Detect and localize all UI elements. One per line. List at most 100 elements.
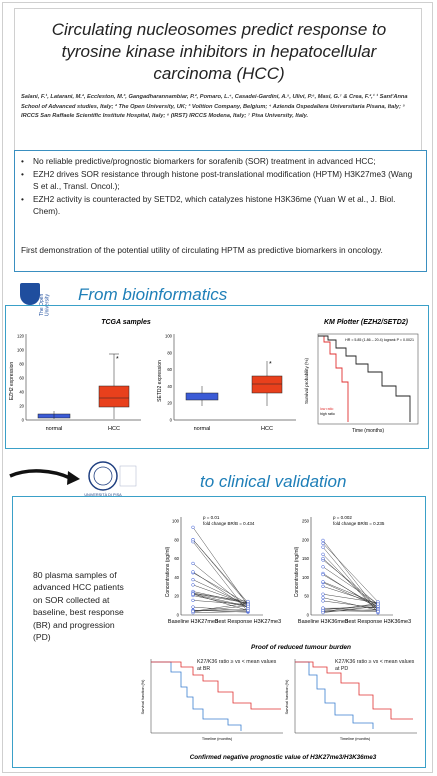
bullet-item: • No reliable predictive/prognostic bioma… xyxy=(21,156,376,166)
y-tick-label: 80 xyxy=(174,537,179,542)
paired-line xyxy=(322,597,379,611)
paired-line xyxy=(322,606,379,613)
y-tick-label: 20 xyxy=(19,404,24,409)
km-legend: K27/K36 ratio ≥ vs < mean values at PD xyxy=(335,659,415,672)
box-normal xyxy=(185,392,219,401)
intro-bullets: • No reliable predictive/prognostic bioma… xyxy=(21,155,419,218)
km-curve-blue xyxy=(151,661,242,731)
paired-line xyxy=(192,611,249,613)
km-curve-blue xyxy=(295,661,374,729)
y-tick-label: 40 xyxy=(19,390,24,395)
transition-graphics: UNIVERSITÀ DI PISA xyxy=(9,461,137,497)
y-tick-label: 20 xyxy=(167,401,172,406)
bullet-text: EZH2 drives SOR resistance through histo… xyxy=(33,169,413,191)
stats-p: p = 0.01 xyxy=(203,515,220,520)
sample-point xyxy=(321,541,325,546)
svg-text:*: * xyxy=(269,361,272,368)
intro-box: • No reliable predictive/prognostic bioma… xyxy=(14,150,427,272)
paired-line xyxy=(192,563,249,609)
section-title-bioinformatics: From bioinformatics xyxy=(78,285,228,304)
km-curve-red xyxy=(295,661,413,720)
y-tick-label: 100 xyxy=(165,334,173,339)
x-label-br: Best Response H3K27me3 xyxy=(215,619,281,625)
sample-point xyxy=(246,608,250,613)
y-tick-label: 0 xyxy=(170,418,173,423)
km-stats: HR = 5.85 (1.86 – 20.4) logrank P = 0.00… xyxy=(345,338,414,342)
sample-point xyxy=(246,604,250,608)
paired-line xyxy=(322,604,379,611)
y-axis-label: SETD2 expression xyxy=(157,360,163,402)
bullet-text: No reliable predictive/prognostic biomar… xyxy=(33,156,376,166)
stats-fold: fold change BR/B = 0.434 xyxy=(203,521,255,526)
x-label-hcc: HCC xyxy=(108,426,120,432)
sample-point xyxy=(191,561,195,566)
y-tick-label: 80 xyxy=(19,362,24,367)
y-tick-label: 100 xyxy=(17,348,25,353)
stats-fold: fold change BR/B = 0.235 xyxy=(333,521,385,526)
km-plotter-title: KM Plotter (EZH2/SETD2) xyxy=(324,319,409,326)
title-box: Circulating nucleosomes predict response… xyxy=(14,8,422,151)
km-ylabel: Survival function (%) xyxy=(285,679,289,715)
x-label-br: Best Response H3K36me3 xyxy=(345,619,411,625)
km-plotter-chart: KM Plotter (EZH2/SETD2) Survival probabi… xyxy=(304,319,419,434)
sample-point xyxy=(321,545,325,549)
sample-point xyxy=(191,538,195,542)
paired-line xyxy=(192,593,249,611)
km-ylabel: Survival probability (%) xyxy=(304,357,309,404)
sample-point xyxy=(321,572,325,577)
university-caption: UNIVERSITÀ DI PISA xyxy=(84,493,122,497)
km-curve-black xyxy=(318,335,411,422)
y-tick-label: 0 xyxy=(307,613,310,618)
paired-line xyxy=(192,605,249,612)
paired-line xyxy=(192,527,249,606)
y-tick-label: 60 xyxy=(174,556,179,561)
paired-line xyxy=(192,606,249,612)
paired-line xyxy=(192,609,249,611)
sample-point xyxy=(246,599,250,604)
y-tick-label: 20 xyxy=(174,594,179,599)
arrow-icon xyxy=(9,469,71,480)
y-tick-label: 0 xyxy=(177,613,180,618)
km-legend-high: high ratio xyxy=(320,412,335,416)
conclusion-text: First demonstration of the potential uti… xyxy=(21,245,383,255)
km-xlabel: Timeline (months) xyxy=(340,737,371,741)
paired-plot-h3k27me3: Concentrations (pg/ml) p = 0.01 fold cha… xyxy=(165,515,281,625)
y-axis-label: Concentrations (ng/ml) xyxy=(294,546,300,597)
y-tick-label: 100 xyxy=(302,575,310,580)
y-tick-label: 200 xyxy=(302,537,310,542)
y-axis-label: EZH2 expression xyxy=(9,362,15,401)
hospital-logo-icon xyxy=(119,465,137,487)
university-pisa-seal-icon xyxy=(88,461,118,491)
y-tick-label: 150 xyxy=(302,556,310,561)
sample-point xyxy=(321,538,325,543)
sample-point xyxy=(376,609,380,614)
bullet-item: • EZH2 activity is counteracted by SETD2,… xyxy=(21,193,419,217)
x-label-normal: normal xyxy=(46,426,63,432)
km-curve-red xyxy=(151,661,281,710)
sample-point xyxy=(191,592,195,596)
sample-point xyxy=(321,599,325,603)
paired-line xyxy=(322,603,379,613)
y-tick-label: 80 xyxy=(167,350,172,355)
sample-point xyxy=(191,583,195,587)
box-hcc xyxy=(98,385,130,408)
y-tick-label: 250 xyxy=(302,519,310,524)
sample-point xyxy=(191,605,195,609)
paired-line xyxy=(192,539,249,605)
paired-line xyxy=(192,571,249,609)
paired-line xyxy=(322,593,379,603)
paired-line xyxy=(322,543,379,603)
bullet-item: • EZH2 drives SOR resistance through hist… xyxy=(21,168,419,192)
paired-line xyxy=(322,609,379,612)
paired-line xyxy=(322,607,379,609)
svg-text:*: * xyxy=(116,356,119,363)
sample-point xyxy=(321,565,325,569)
sample-point xyxy=(191,598,195,603)
y-tick-label: 60 xyxy=(167,367,172,372)
sample-point xyxy=(191,609,195,613)
caption-confirmed-prognostic: Confirmed negative prognostic value of H… xyxy=(190,754,377,761)
km-legend-low: low ratio xyxy=(320,407,333,411)
clinical-validation-box: 80 plasma samples of advanced HCC patien… xyxy=(12,496,426,768)
y-tick-label: 0 xyxy=(22,418,25,423)
open-university-logo xyxy=(20,283,40,305)
